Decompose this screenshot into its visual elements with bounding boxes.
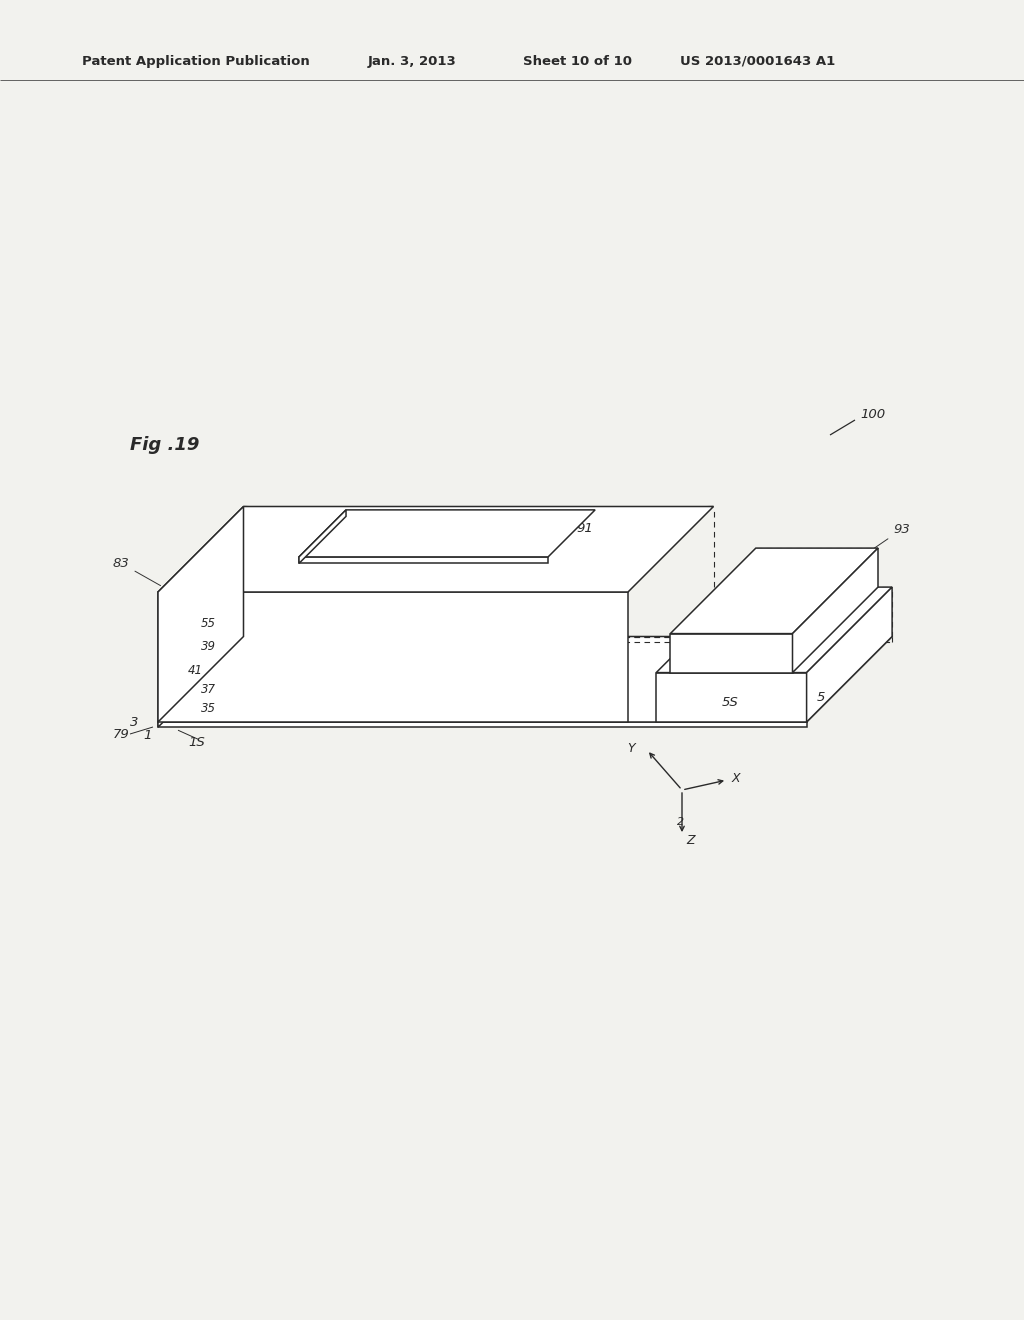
Text: 83: 83 xyxy=(113,557,161,586)
Polygon shape xyxy=(158,591,628,722)
Text: 3: 3 xyxy=(130,715,138,729)
Polygon shape xyxy=(158,507,244,722)
Text: 37: 37 xyxy=(201,682,216,696)
Text: 41: 41 xyxy=(187,664,203,676)
Text: 5: 5 xyxy=(816,690,825,704)
Polygon shape xyxy=(158,722,807,727)
Text: X: X xyxy=(732,771,740,784)
Text: Y: Y xyxy=(627,742,635,755)
Text: 91: 91 xyxy=(577,521,593,535)
Polygon shape xyxy=(299,510,595,557)
Text: 5S: 5S xyxy=(721,696,738,709)
Text: US 2013/0001643 A1: US 2013/0001643 A1 xyxy=(680,55,836,69)
Text: 100: 100 xyxy=(860,408,885,421)
Polygon shape xyxy=(158,636,892,722)
Text: 1S: 1S xyxy=(188,735,205,748)
Text: Patent Application Publication: Patent Application Publication xyxy=(82,55,309,69)
Polygon shape xyxy=(299,510,346,564)
Polygon shape xyxy=(656,673,807,722)
Polygon shape xyxy=(299,557,548,564)
Text: 79: 79 xyxy=(113,727,130,741)
Polygon shape xyxy=(793,548,878,673)
Text: 2: 2 xyxy=(677,817,684,828)
Text: 39: 39 xyxy=(201,640,216,653)
Polygon shape xyxy=(671,634,793,673)
Polygon shape xyxy=(158,507,714,591)
Text: Jan. 3, 2013: Jan. 3, 2013 xyxy=(368,55,457,69)
Polygon shape xyxy=(656,587,892,673)
Text: 1: 1 xyxy=(143,729,152,742)
Text: Sheet 10 of 10: Sheet 10 of 10 xyxy=(523,55,632,69)
Polygon shape xyxy=(158,636,244,727)
Text: Fig .19: Fig .19 xyxy=(130,436,200,454)
Text: 35: 35 xyxy=(201,702,216,715)
Text: Z: Z xyxy=(686,833,694,846)
Polygon shape xyxy=(671,548,878,634)
Polygon shape xyxy=(807,587,892,722)
Text: 93: 93 xyxy=(872,523,909,549)
Text: 55: 55 xyxy=(201,616,216,630)
